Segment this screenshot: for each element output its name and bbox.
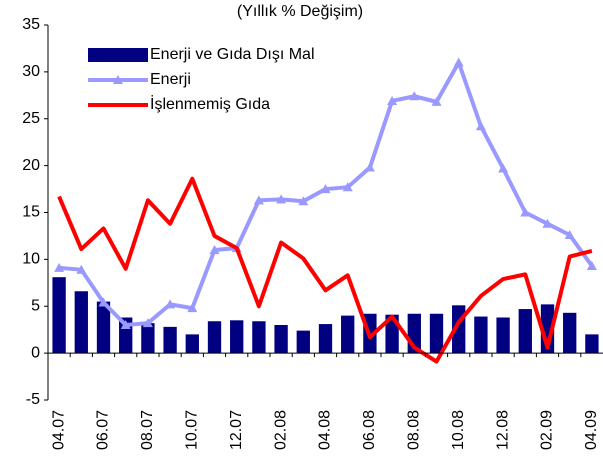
marker: [564, 230, 575, 239]
marker: [54, 262, 65, 272]
marker: [142, 318, 153, 328]
marker: [431, 96, 442, 106]
legend-label: İşlenmemiş Gıda: [150, 94, 270, 113]
y-tick-label: 30: [22, 63, 40, 80]
x-tick-label: 04.07: [50, 410, 67, 450]
line: [57, 176, 593, 364]
marker: [520, 207, 531, 217]
marker: [364, 162, 375, 172]
bar: [52, 277, 66, 354]
x-tick-label: 08.08: [406, 410, 423, 450]
bar: [496, 317, 510, 354]
bar: [230, 320, 244, 354]
marker: [586, 260, 597, 270]
bar: [429, 313, 444, 354]
marker: [475, 121, 486, 131]
chart-title: (Yıllık % Değişim): [237, 3, 363, 20]
bar: [163, 326, 177, 354]
y-tick-label: 10: [22, 251, 40, 268]
marker: [276, 194, 287, 204]
legend-label: Enerji ve Gıda Dışı Mal: [150, 46, 315, 63]
marker: [387, 95, 398, 105]
bar: [474, 316, 488, 354]
marker: [209, 245, 220, 254]
marker: [320, 184, 331, 194]
bar: [296, 330, 310, 354]
bar: [341, 315, 355, 354]
x-tick-label: 02.08: [272, 410, 289, 450]
x-tick-label: 04.09: [583, 410, 600, 450]
bar: [274, 325, 288, 354]
marker: [98, 297, 109, 307]
bar: [318, 324, 333, 354]
marker: [453, 57, 464, 67]
y-tick-label: 5: [31, 297, 40, 314]
bar: [585, 334, 599, 354]
bar: [74, 291, 88, 354]
x-tick-label: 06.08: [361, 410, 378, 450]
x-tick-label: 12.07: [228, 410, 245, 450]
y-tick-label: 35: [22, 16, 40, 33]
marker: [76, 264, 87, 274]
bar: [252, 321, 266, 354]
x-tick-label: 02.09: [539, 410, 556, 450]
marker: [253, 195, 264, 205]
marker: [165, 299, 176, 309]
legend-label: Enerji: [150, 71, 191, 88]
y-tick-label: -5: [26, 391, 40, 408]
x-tick-label: 12.08: [494, 410, 511, 450]
x-tick-label: 10.07: [184, 410, 201, 450]
marker: [409, 91, 420, 101]
bar: [563, 312, 577, 354]
marker: [298, 196, 309, 206]
x-tick-label: 06.07: [95, 410, 112, 450]
marker: [187, 303, 198, 313]
marker: [542, 218, 553, 228]
legend-marker: [113, 75, 123, 84]
bar: [185, 334, 199, 354]
bar: [141, 323, 155, 354]
marker: [498, 163, 509, 173]
y-tick-label: 25: [22, 110, 40, 127]
x-tick-label: 10.08: [450, 410, 467, 450]
x-tick-label: 08.07: [139, 410, 156, 450]
y-tick-label: 20: [22, 157, 40, 174]
bar: [518, 309, 532, 354]
legend-swatch: [88, 48, 148, 62]
bar: [96, 301, 111, 354]
line: [58, 60, 594, 327]
bar: [207, 321, 222, 354]
marker: [342, 182, 353, 192]
x-tick-label: 04.08: [317, 410, 334, 450]
y-tick-label: 15: [22, 204, 40, 221]
y-tick-label: 0: [31, 344, 40, 361]
marker: [120, 320, 131, 329]
